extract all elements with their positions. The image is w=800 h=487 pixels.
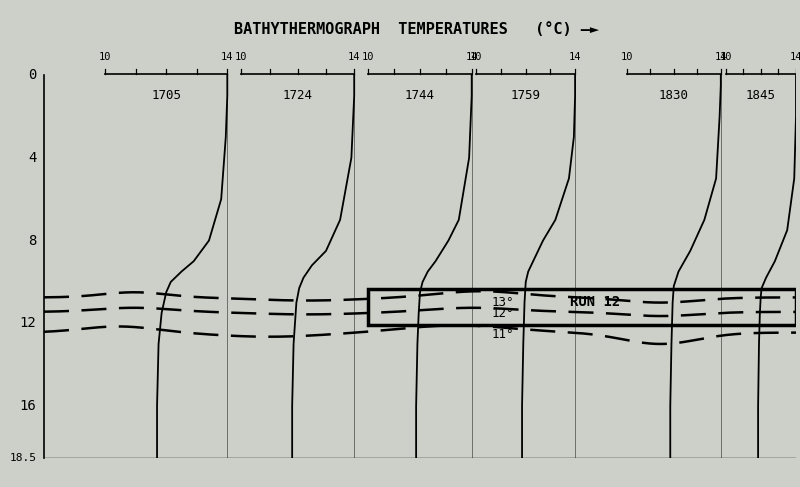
- Text: 4: 4: [28, 151, 37, 165]
- Text: 1759: 1759: [510, 90, 541, 102]
- Text: 10: 10: [621, 52, 633, 61]
- Text: 1705: 1705: [151, 90, 181, 102]
- Text: 14: 14: [348, 52, 361, 61]
- Text: 14: 14: [714, 52, 727, 61]
- Text: 12: 12: [20, 316, 37, 330]
- Text: 8: 8: [28, 234, 37, 247]
- Text: 10: 10: [719, 52, 732, 61]
- Text: 14: 14: [221, 52, 234, 61]
- Text: 13°: 13°: [491, 296, 514, 309]
- Text: 18.5: 18.5: [10, 453, 37, 463]
- Text: 10: 10: [362, 52, 374, 61]
- Text: BATHYTHERMOGRAPH  TEMPERATURES   (°C) —►: BATHYTHERMOGRAPH TEMPERATURES (°C) —►: [234, 22, 598, 37]
- Text: 16: 16: [20, 399, 37, 413]
- Text: 12°: 12°: [491, 307, 514, 320]
- Text: RUN 12: RUN 12: [570, 295, 621, 309]
- Text: 10: 10: [235, 52, 248, 61]
- Text: 14: 14: [569, 52, 582, 61]
- Bar: [368, 289, 796, 325]
- Text: 14: 14: [466, 52, 478, 61]
- Text: 1724: 1724: [283, 90, 313, 102]
- Text: 10: 10: [99, 52, 111, 61]
- Text: 1845: 1845: [746, 90, 776, 102]
- Text: 14: 14: [790, 52, 800, 61]
- Text: 1744: 1744: [405, 90, 435, 102]
- Text: 11°: 11°: [491, 328, 514, 341]
- Text: 10: 10: [470, 52, 482, 61]
- Text: 1830: 1830: [659, 90, 689, 102]
- Text: 0: 0: [28, 68, 37, 82]
